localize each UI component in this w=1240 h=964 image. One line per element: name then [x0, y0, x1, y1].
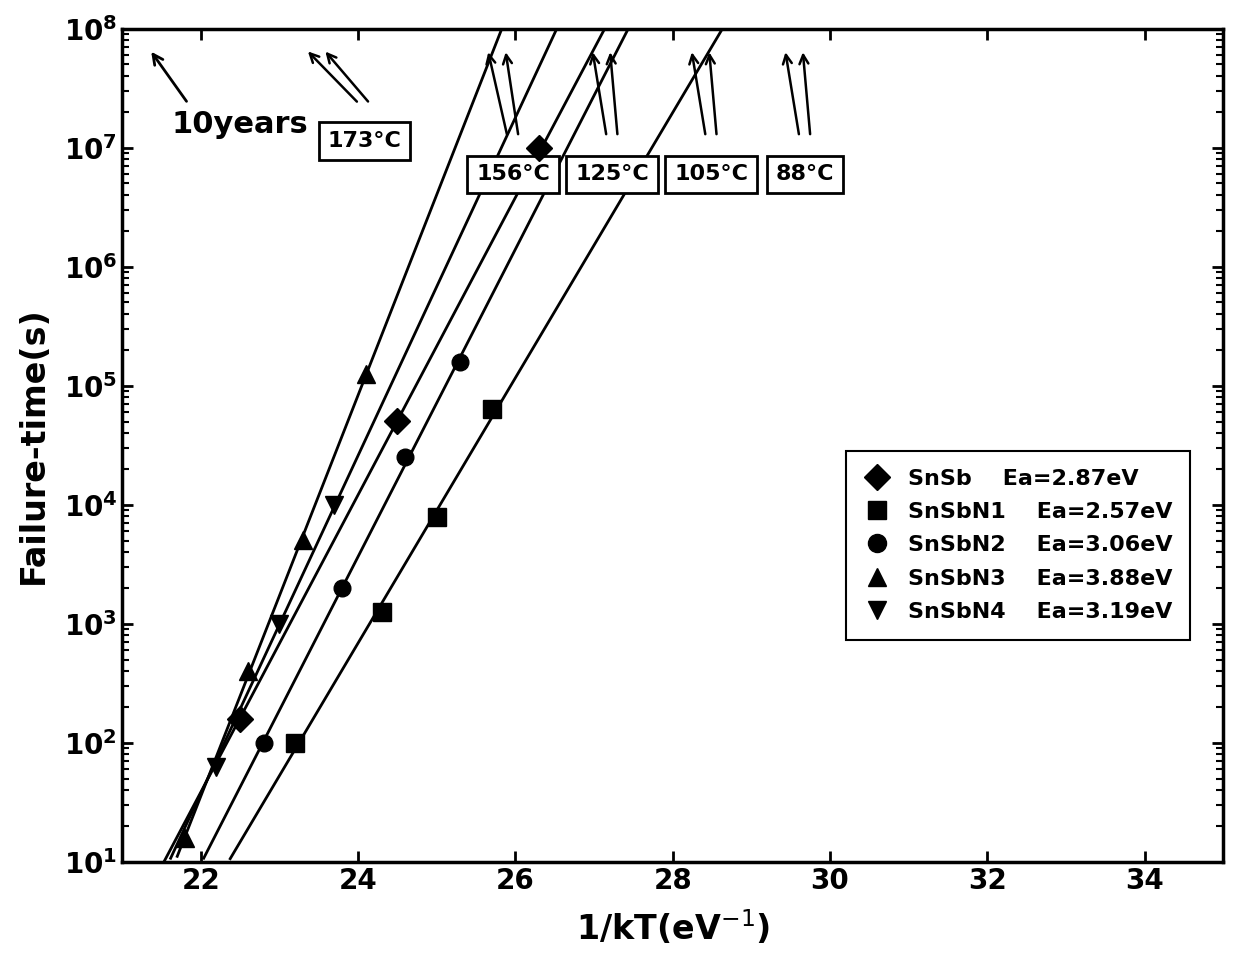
X-axis label: 1/kT(eV$^{-1}$): 1/kT(eV$^{-1}$)	[575, 908, 770, 948]
Y-axis label: Failure-time(s): Failure-time(s)	[16, 307, 50, 584]
Text: 125°C: 125°C	[575, 165, 649, 184]
Text: 173°C: 173°C	[327, 131, 402, 151]
Text: 105°C: 105°C	[675, 165, 748, 184]
Legend: SnSb    Ea=2.87eV, SnSbN1    Ea=2.57eV, SnSbN2    Ea=3.06eV, SnSbN3    Ea=3.88eV: SnSb Ea=2.87eV, SnSbN1 Ea=2.57eV, SnSbN2…	[846, 451, 1190, 640]
Text: 88°C: 88°C	[775, 165, 835, 184]
Text: 156°C: 156°C	[476, 165, 551, 184]
Text: 10years: 10years	[171, 110, 309, 139]
